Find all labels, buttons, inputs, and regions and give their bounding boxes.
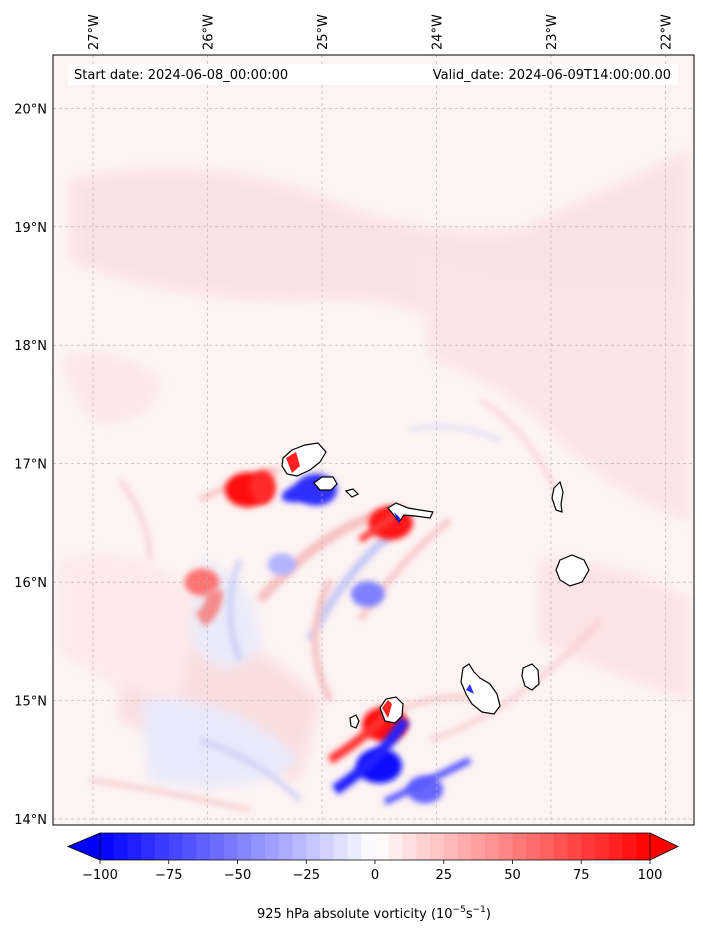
colorbar-tick-label: −50 (224, 868, 251, 883)
colorbar-segment (155, 833, 170, 860)
colorbar-segment (416, 833, 431, 860)
colorbar-tick-label: −100 (82, 868, 118, 883)
longitude-tick-label: 23°W (545, 14, 560, 50)
colorbar-segment (278, 833, 294, 860)
longitude-tick-label: 24°W (430, 14, 445, 50)
colorbar-segment (457, 833, 472, 860)
colorbar-segment (498, 833, 514, 860)
colorbar-segment (347, 833, 362, 860)
colorbar-segment (168, 833, 184, 860)
colorbar-segment (622, 833, 637, 860)
colorbar-segment (402, 833, 417, 860)
colorbar-segment (127, 833, 142, 860)
colorbar-segment (223, 833, 239, 860)
colorbar-segment (306, 833, 321, 860)
colorbar-segment (196, 833, 211, 860)
colorbar-segment (251, 833, 266, 860)
vorticity-feature (184, 568, 220, 596)
colorbar-segment (141, 833, 156, 860)
longitude-labels: 27°W 26°W 25°W 24°W 23°W 22°W (87, 14, 674, 50)
colorbar-segment (608, 833, 624, 860)
colorbar-segment (210, 833, 225, 860)
colorbar-segment (567, 833, 582, 860)
longitude-tick-label: 25°W (316, 14, 331, 50)
vorticity-field (60, 150, 690, 813)
colorbar-segment (100, 833, 115, 860)
longitude-tick-label: 26°W (202, 14, 217, 50)
valid-date-label: Valid_date: 2024-06-09T14:00:00.00 (433, 68, 671, 83)
island-maio (521, 663, 540, 691)
date-header-box (68, 64, 678, 85)
latitude-labels: 20°N 19°N 18°N 17°N 16°N 15°N 14°N (14, 102, 47, 828)
island-santa-luzia (344, 488, 360, 498)
colorbar-segment (540, 833, 555, 860)
colorbar-segment (512, 833, 527, 860)
longitude-tick-label: 22°W (659, 14, 674, 50)
colorbar-tick-label: 50 (504, 868, 521, 883)
colorbar-segment (375, 833, 390, 860)
colorbar-tick-label: −25 (293, 868, 320, 883)
latitude-tick-label: 14°N (14, 813, 47, 828)
latitude-tick-label: 20°N (14, 102, 47, 117)
island-brava (349, 714, 360, 729)
colorbar-tick-label: 100 (638, 868, 663, 883)
colorbar: −100 −75 −50 −25 0 25 50 75 100 925 hPa absolute… (66, 832, 679, 922)
map-panel: Start date: 2024-06-08_00:00:00 Valid_da… (14, 14, 695, 828)
colorbar-segment (595, 833, 610, 860)
colorbar-segment (265, 833, 280, 860)
colorbar-segment (320, 833, 335, 860)
colorbar-label: 925 hPa absolute vorticity (10−5s−1) (257, 905, 491, 922)
colorbar-segment (581, 833, 596, 860)
colorbar-tick-label: 75 (573, 868, 590, 883)
colorbar-segment (443, 833, 459, 860)
colorbar-segment (553, 833, 569, 860)
latitude-tick-label: 19°N (14, 221, 47, 236)
island-vorticity-patches (286, 452, 474, 718)
longitude-tick-label: 27°W (87, 14, 102, 50)
colorbar-extend-low (66, 832, 101, 861)
gridlines (53, 55, 694, 825)
colorbar-segment (333, 833, 349, 860)
latitude-tick-label: 15°N (14, 695, 47, 710)
colorbar-segment (485, 833, 500, 860)
colorbar-segment (471, 833, 486, 860)
colorbar-segment (526, 833, 541, 860)
latitude-tick-label: 17°N (14, 458, 47, 473)
colorbar-tick-label: −75 (155, 868, 182, 883)
colorbar-segment (237, 833, 252, 860)
vorticity-feature (406, 775, 444, 804)
island-boa-vista (555, 554, 590, 587)
colorbar-ticks: −100 −75 −50 −25 0 25 50 75 100 (82, 860, 662, 883)
colorbar-segment (388, 833, 404, 860)
island-sao-vicente (313, 476, 338, 491)
vorticity-feature (267, 553, 297, 576)
island-sal (551, 480, 564, 513)
colorbar-extend-high (649, 832, 679, 861)
latitude-tick-label: 18°N (14, 339, 47, 354)
map-border (52, 54, 695, 826)
start-date-label: Start date: 2024-06-08_00:00:00 (74, 68, 288, 83)
colorbar-segment (636, 833, 651, 860)
vorticity-feature (350, 581, 385, 607)
colorbar-tick-label: 25 (435, 868, 452, 883)
latitude-tick-label: 16°N (14, 576, 47, 591)
colorbar-tick-label: 0 (371, 868, 379, 883)
colorbar-segment (182, 833, 197, 860)
colorbar-segment (430, 833, 445, 860)
island-santiago (460, 663, 501, 715)
colorbar-segment (113, 833, 129, 860)
colorbar-segment (292, 833, 307, 860)
colorbar-segment (361, 833, 376, 860)
